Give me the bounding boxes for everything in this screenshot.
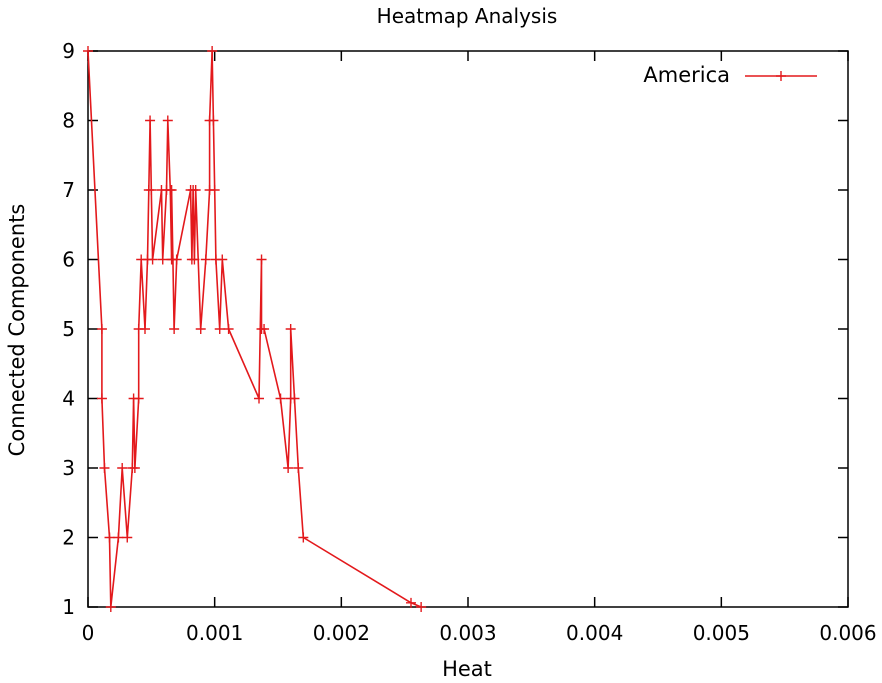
data-point <box>254 393 264 404</box>
x-tick-label: 0.003 <box>439 621 496 645</box>
data-point <box>96 324 107 334</box>
data-point <box>129 463 140 473</box>
data-point <box>293 463 304 473</box>
data-point <box>189 254 200 265</box>
legend: America <box>643 63 817 87</box>
data-point <box>162 115 173 126</box>
y-tick-label: 2 <box>62 526 75 550</box>
data-point <box>223 324 234 334</box>
data-point <box>285 324 296 334</box>
data-point <box>83 46 93 56</box>
data-point <box>416 602 427 612</box>
data-point <box>209 185 220 195</box>
data-point <box>214 324 225 334</box>
data-point <box>104 532 115 543</box>
data-point <box>169 324 180 334</box>
data-point <box>217 254 228 265</box>
data-point <box>207 46 218 56</box>
y-tick-label: 6 <box>62 248 75 272</box>
data-point <box>283 463 294 473</box>
x-tick-label: 0 <box>82 621 95 645</box>
y-tick-label: 9 <box>62 39 75 63</box>
data-point <box>99 463 110 473</box>
data-point <box>166 185 177 195</box>
y-tick-label: 8 <box>62 109 75 133</box>
data-point <box>171 254 182 265</box>
data-point <box>256 254 267 265</box>
x-tick-label: 0.005 <box>693 621 750 645</box>
data-point <box>190 185 201 195</box>
x-tick-label: 0.006 <box>819 621 876 645</box>
data-point <box>259 324 270 334</box>
data-point <box>195 324 206 334</box>
legend-marker-sample <box>776 71 786 81</box>
data-point <box>105 602 116 612</box>
x-axis-title: Heat <box>442 657 492 681</box>
y-tick-label: 3 <box>62 456 75 480</box>
legend-label: America <box>643 63 730 87</box>
data-point <box>289 393 300 404</box>
data-point <box>275 393 286 404</box>
x-tick-label: 0.002 <box>313 621 370 645</box>
data-point <box>157 254 168 265</box>
data-point <box>122 532 133 543</box>
data-point <box>113 532 124 543</box>
y-axis-title: Connected Components <box>5 204 29 457</box>
data-point <box>140 324 150 334</box>
x-tick-label: 0.004 <box>566 621 623 645</box>
x-tick-label: 0.001 <box>186 621 243 645</box>
y-tick-label: 1 <box>62 595 75 619</box>
y-tick-label: 7 <box>62 178 75 202</box>
data-point <box>298 532 309 543</box>
y-tick-label: 4 <box>62 387 75 411</box>
data-point <box>145 115 156 126</box>
data-point <box>406 597 416 608</box>
data-point <box>96 393 107 404</box>
data-point <box>133 393 144 404</box>
data-point <box>200 254 211 265</box>
chart-title: Heatmap Analysis <box>377 4 558 28</box>
data-point <box>147 254 158 265</box>
plot-area: 0 0.001 0.002 0.003 0.004 0.005 0.006 1 2 3 4 5 6 7 8 9 <box>62 39 876 645</box>
data-point <box>146 185 157 195</box>
data-point <box>208 115 219 126</box>
y-tick-label: 5 <box>62 317 75 341</box>
data-point <box>117 463 128 473</box>
